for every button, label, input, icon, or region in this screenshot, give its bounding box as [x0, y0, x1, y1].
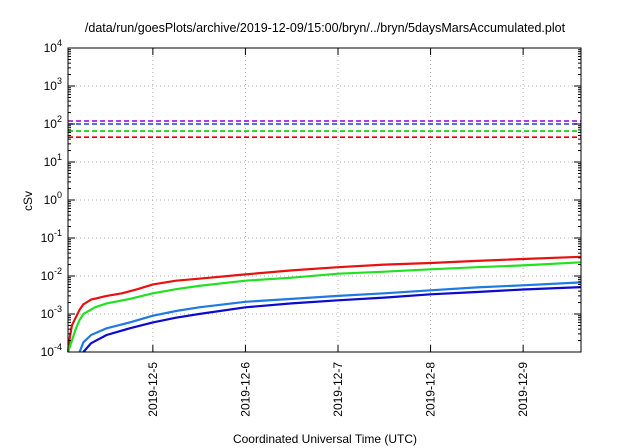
series-line: [78, 281, 582, 353]
chart-title: /data/run/goesPlots/archive/2019-12-09/1…: [85, 21, 566, 35]
x-tick-label: 2019-12-8: [424, 362, 438, 417]
y-tick-label: 10-1: [41, 228, 62, 245]
series-line: [66, 261, 582, 353]
y-axis-label: cSv: [21, 191, 35, 211]
y-tick-label: 100: [44, 190, 62, 207]
threshold-lines: [68, 120, 581, 138]
y-tick-label: 10-3: [41, 304, 62, 321]
x-axis-label: Coordinated Universal Time (UTC): [233, 432, 417, 446]
y-tick-label: 10-2: [41, 266, 62, 283]
x-axis-ticks: 2019-12-5 2019-12-6 2019-12-7 2019-12-8 2019…: [146, 48, 530, 417]
x-tick-label: 2019-12-9: [516, 362, 530, 417]
series-lines: [66, 255, 582, 353]
x-tick-label: 2019-12-6: [238, 362, 252, 417]
y-tick-label: 103: [44, 76, 62, 93]
x-tick-label: 2019-12-5: [146, 362, 160, 417]
y-tick-label: 104: [44, 38, 62, 55]
y-tick-label: 10-4: [41, 342, 62, 359]
series-line: [66, 255, 582, 353]
y-tick-label: 102: [44, 114, 62, 131]
x-tick-label: 2019-12-7: [331, 362, 345, 417]
series-line: [82, 286, 582, 353]
y-tick-label: 101: [44, 152, 62, 169]
y-axis-ticks: 10-4 10-3 10-2 10-1 100 101 102 103 104: [41, 38, 581, 359]
